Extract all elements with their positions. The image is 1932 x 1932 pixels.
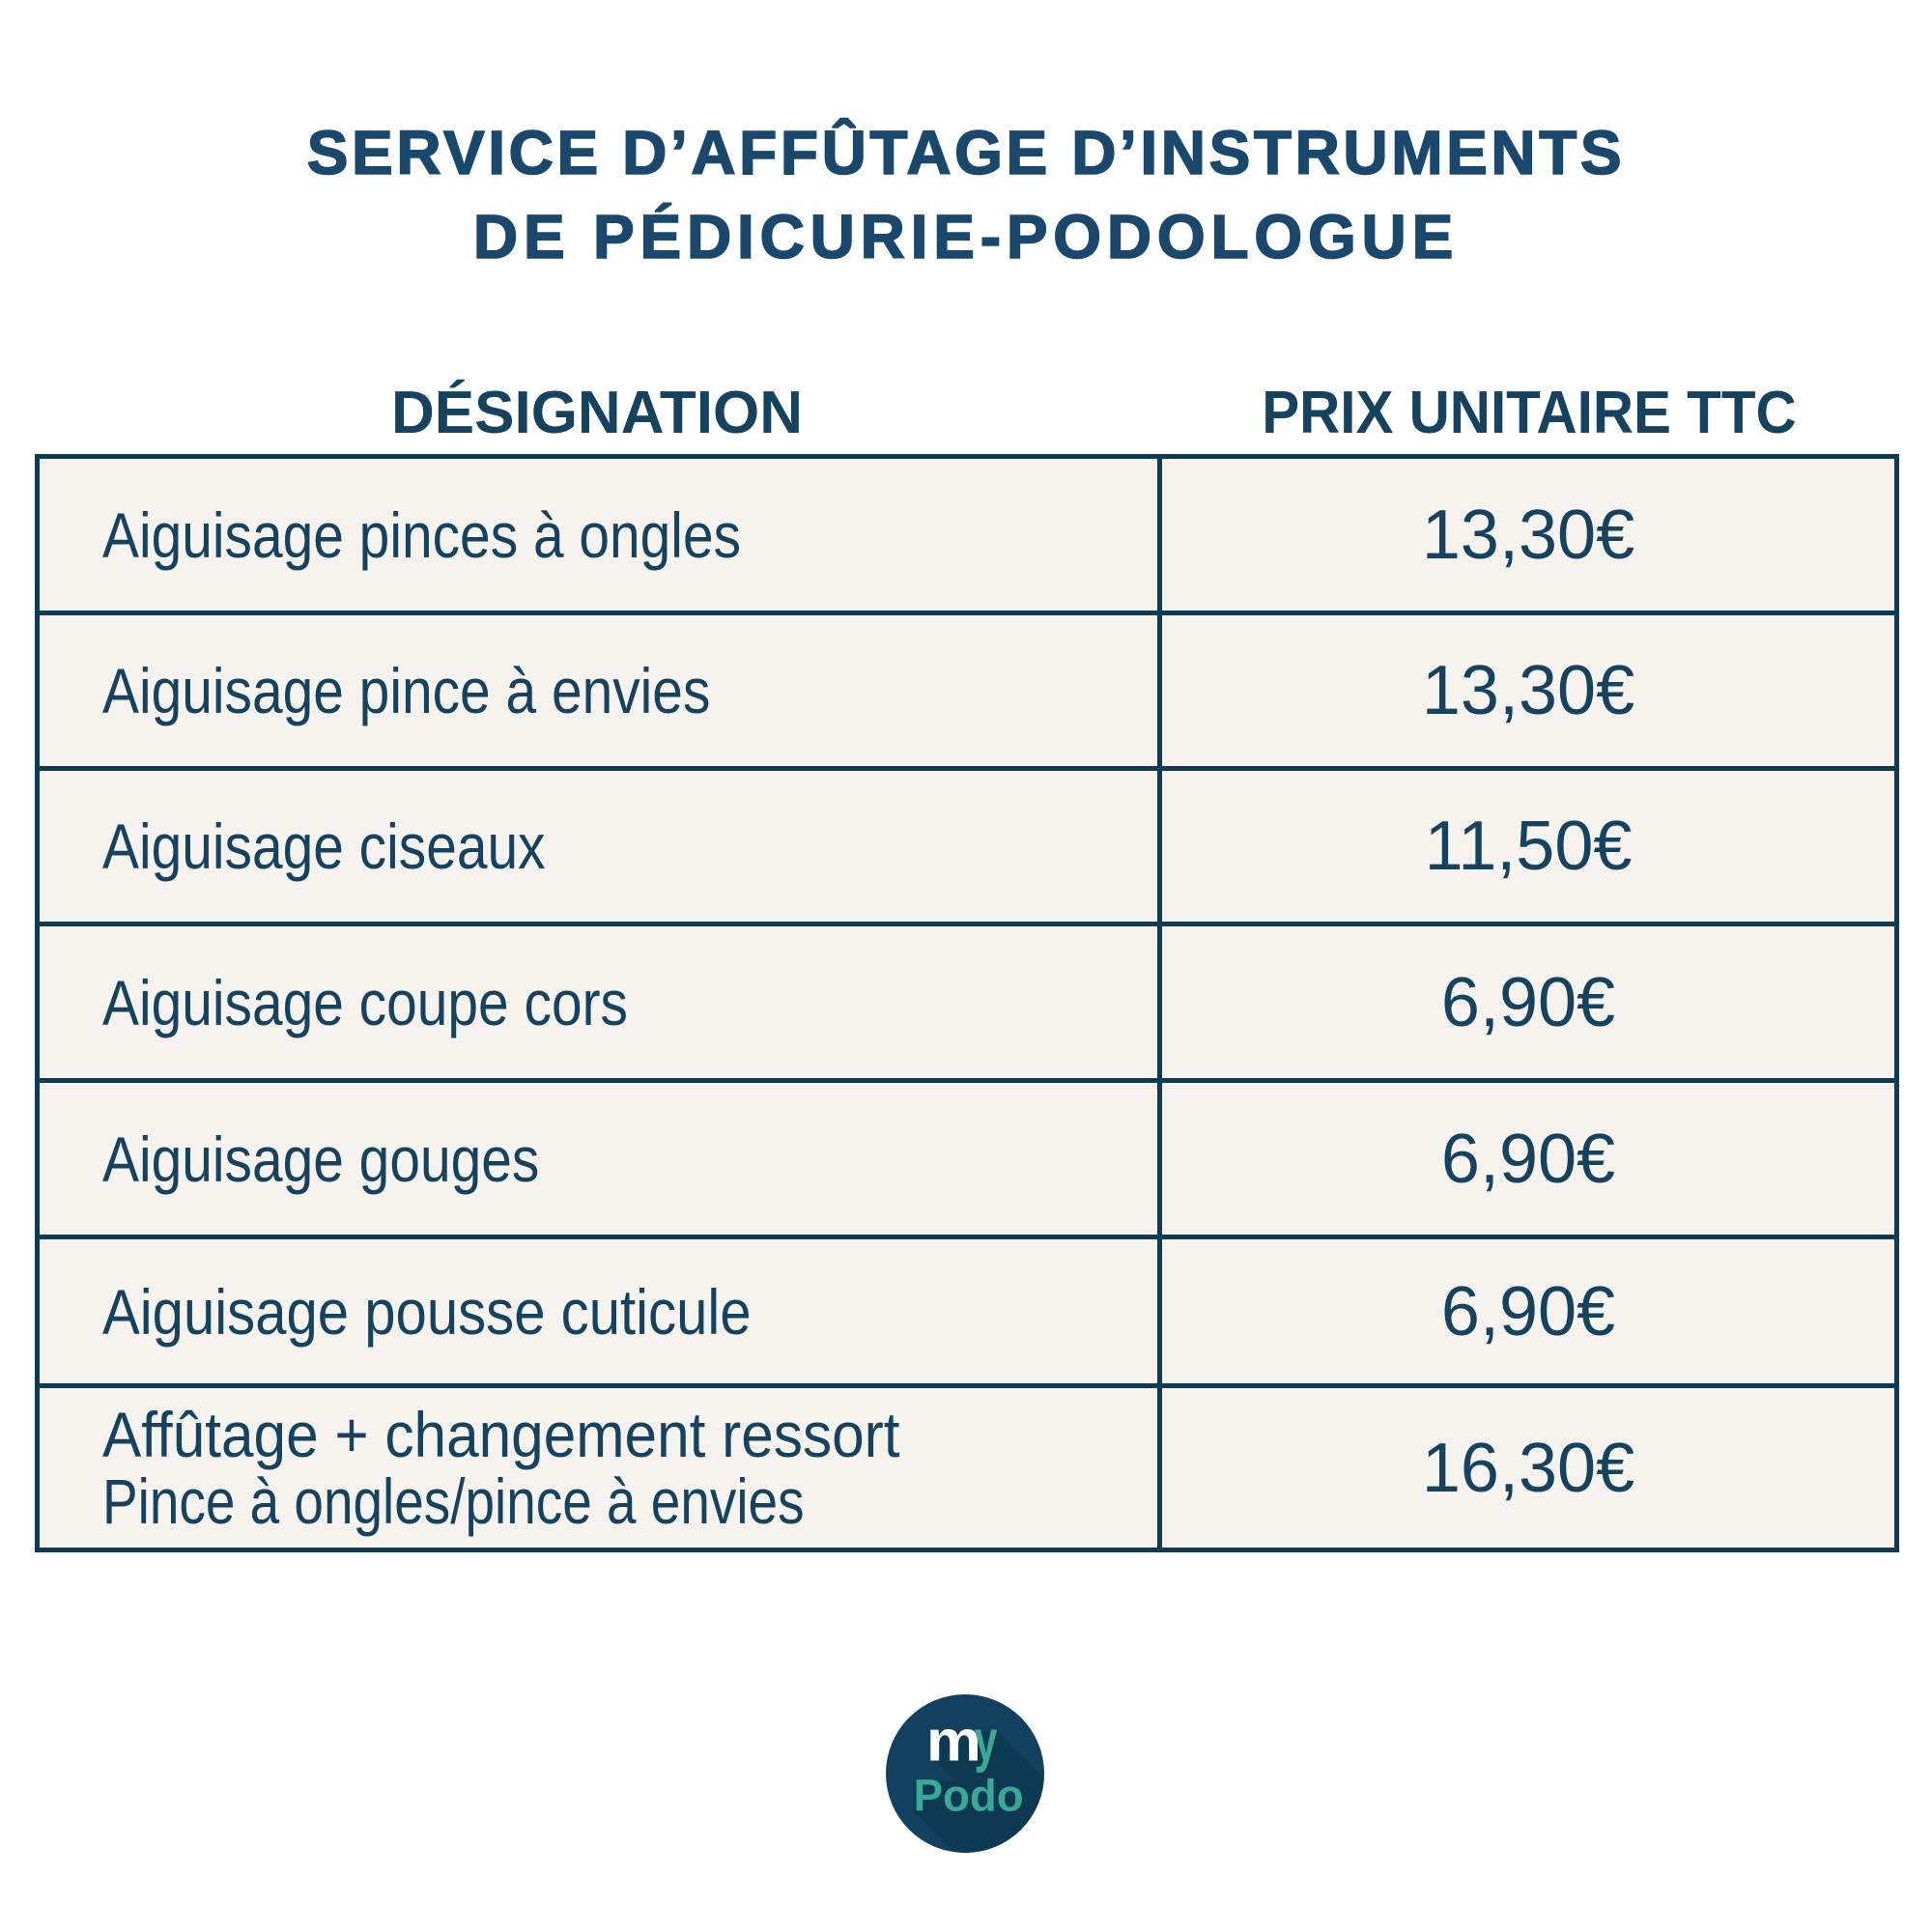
- svg-text:m: m: [926, 1708, 981, 1773]
- svg-text:y: y: [975, 1708, 998, 1773]
- svg-text:Podo: Podo: [914, 1770, 1024, 1820]
